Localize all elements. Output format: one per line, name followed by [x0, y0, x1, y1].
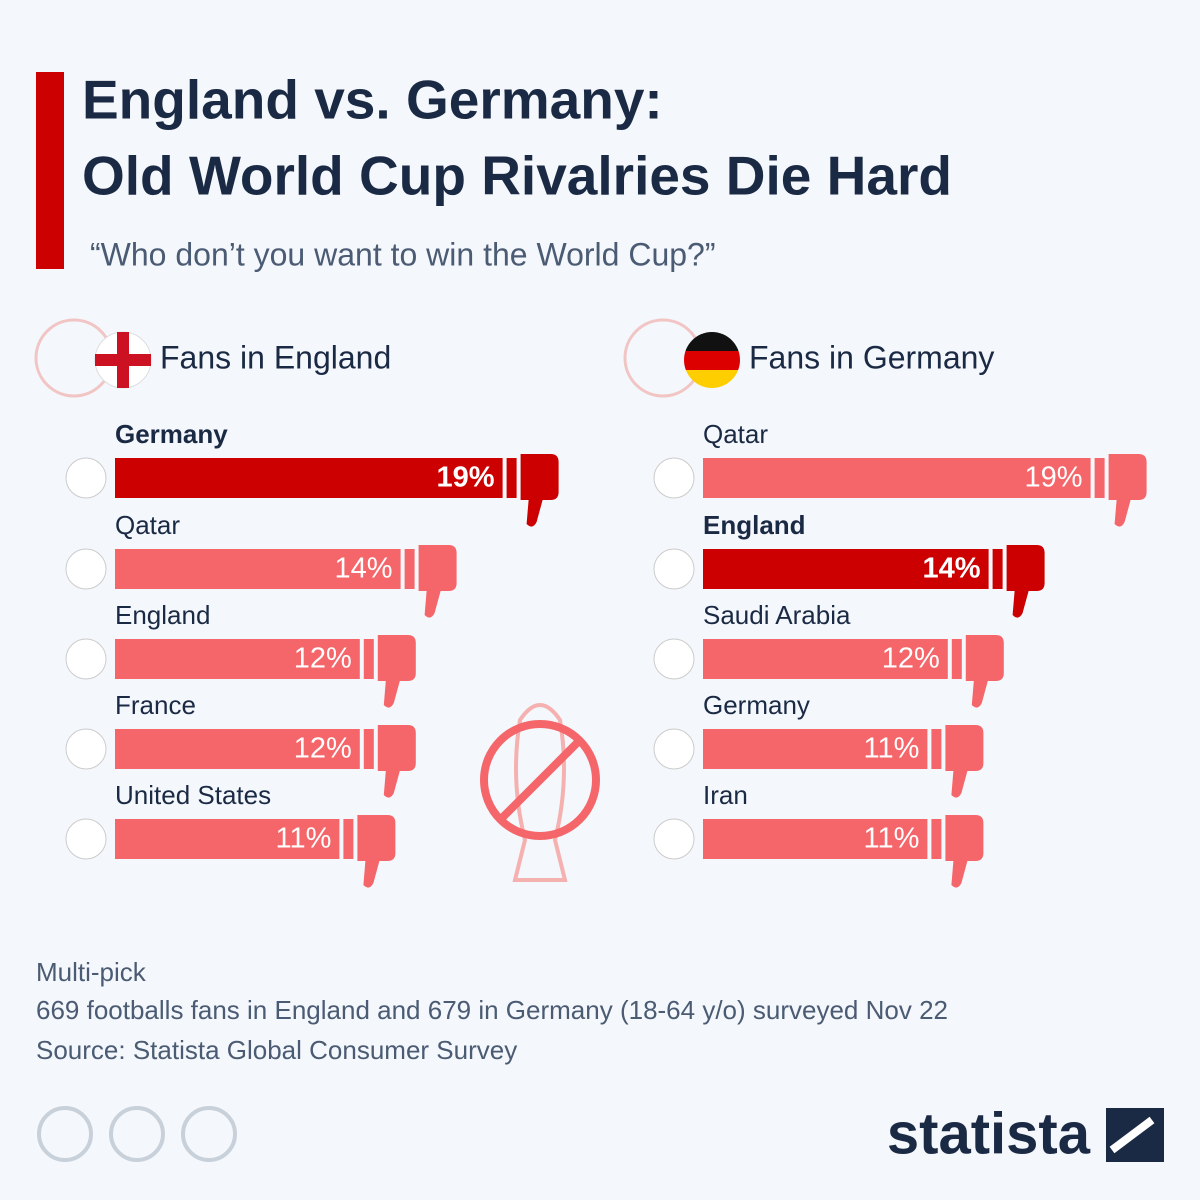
thumbs-down-icon — [404, 545, 457, 618]
thumbs-down-icon — [1094, 454, 1147, 527]
thumbs-down-icon — [931, 725, 984, 798]
brand: statista — [887, 1101, 1091, 1166]
flag-icon — [653, 728, 695, 770]
category-label: England — [115, 600, 210, 630]
flag-icon — [65, 728, 107, 770]
value-label: 11% — [864, 733, 920, 765]
category-label: Germany — [703, 690, 810, 720]
panel-title: Fans in Germany — [749, 339, 994, 375]
thumbs-down-icon — [363, 725, 416, 798]
panel-title: Fans in England — [160, 339, 391, 375]
thumbs-down-icon — [992, 545, 1045, 618]
flag-icon — [653, 638, 695, 680]
germany-flag-icon — [684, 332, 740, 388]
bar — [703, 729, 928, 769]
value-label: 19% — [1025, 462, 1083, 494]
flag-icon — [653, 818, 695, 860]
bar — [703, 819, 928, 859]
source: Source: Statista Global Consumer Survey — [36, 1035, 517, 1065]
thumbs-down-icon — [343, 815, 396, 888]
title-line: Old World Cup Rivalries Die Hard — [82, 145, 952, 207]
bar — [703, 549, 989, 589]
accent-bar — [36, 72, 64, 269]
flag-icon — [65, 548, 107, 590]
thumbs-down-icon — [506, 454, 559, 527]
value-label: 11% — [276, 823, 332, 855]
category-label: France — [115, 690, 196, 720]
bar — [115, 729, 360, 769]
license-icons — [37, 1106, 237, 1162]
subtitle: “Who don’t you want to win the World Cup… — [90, 236, 715, 272]
title-line: England vs. Germany: — [82, 69, 663, 131]
category-label: Iran — [703, 780, 748, 810]
category-label: Qatar — [703, 419, 768, 449]
value-label: 12% — [294, 643, 352, 675]
england-flag-icon — [94, 331, 152, 389]
value-label: 12% — [882, 643, 940, 675]
thumbs-down-icon — [951, 635, 1004, 708]
flag-icon — [65, 638, 107, 680]
footnote: 669 footballs fans in England and 679 in… — [36, 995, 948, 1025]
thumbs-down-icon — [363, 635, 416, 708]
bar — [115, 819, 340, 859]
brand-logo — [1106, 1108, 1164, 1162]
category-label: Qatar — [115, 510, 180, 540]
bar — [115, 549, 401, 589]
value-label: 11% — [864, 823, 920, 855]
thumbs-down-icon — [931, 815, 984, 888]
flag-icon — [65, 818, 107, 860]
category-label: Saudi Arabia — [703, 600, 851, 630]
no-trophy-icon — [480, 703, 600, 882]
flag-icon — [65, 457, 107, 499]
category-label: Germany — [115, 419, 228, 449]
bar — [703, 639, 948, 679]
footnote: Multi-pick — [36, 957, 147, 987]
category-label: England — [703, 510, 806, 540]
bar — [703, 458, 1091, 498]
value-label: 19% — [437, 462, 495, 494]
category-label: United States — [115, 780, 271, 810]
flag-icon — [653, 457, 695, 499]
value-label: 12% — [294, 733, 352, 765]
value-label: 14% — [335, 553, 393, 585]
bar — [115, 639, 360, 679]
flag-icon — [653, 548, 695, 590]
bar — [115, 458, 503, 498]
value-label: 14% — [923, 553, 981, 585]
